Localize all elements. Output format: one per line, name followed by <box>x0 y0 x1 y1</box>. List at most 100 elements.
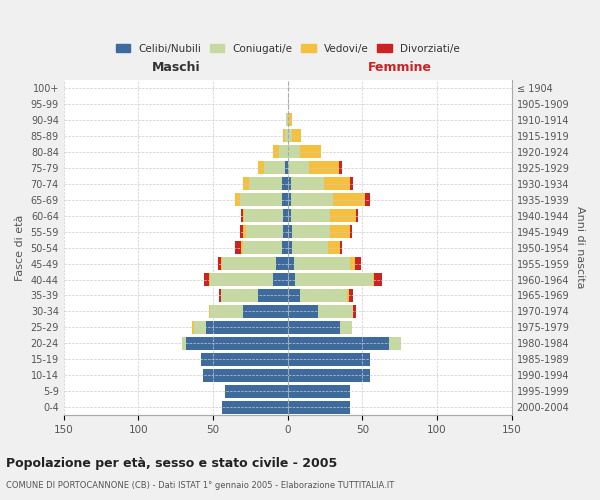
Bar <box>299 145 320 158</box>
Bar <box>350 257 355 270</box>
Bar <box>288 209 291 222</box>
Bar <box>240 193 282 206</box>
Bar <box>273 145 279 158</box>
Text: Popolazione per età, sesso e stato civile - 2005: Popolazione per età, sesso e stato civil… <box>6 458 337 470</box>
Legend: Celibi/Nubili, Coniugati/e, Vedovi/e, Divorziati/e: Celibi/Nubili, Coniugati/e, Vedovi/e, Di… <box>113 42 462 56</box>
Bar <box>225 385 288 398</box>
Bar <box>282 177 288 190</box>
Bar <box>340 321 352 334</box>
Bar <box>338 161 341 174</box>
Bar <box>374 273 382 286</box>
Bar <box>353 305 356 318</box>
Bar <box>288 129 292 142</box>
Bar <box>308 161 338 174</box>
Bar <box>288 241 292 254</box>
Bar <box>288 369 370 382</box>
Bar <box>241 241 243 254</box>
Bar <box>222 257 276 270</box>
Bar <box>222 400 288 414</box>
Bar <box>286 113 288 126</box>
Bar <box>340 241 341 254</box>
Bar <box>273 273 288 286</box>
Bar <box>246 225 283 238</box>
Bar <box>288 273 295 286</box>
Bar <box>291 177 323 190</box>
Bar <box>350 225 352 238</box>
Bar <box>249 177 282 190</box>
Bar <box>201 353 288 366</box>
Bar <box>283 209 288 222</box>
Bar <box>209 305 210 318</box>
Bar <box>243 177 249 190</box>
Y-axis label: Fasce di età: Fasce di età <box>15 214 25 280</box>
Text: Maschi: Maschi <box>151 62 200 74</box>
Bar <box>279 145 288 158</box>
Bar <box>288 353 370 366</box>
Bar <box>221 289 258 302</box>
Bar <box>356 209 358 222</box>
Bar <box>288 177 291 190</box>
Bar <box>203 369 288 382</box>
Bar <box>235 241 241 254</box>
Bar <box>209 273 210 286</box>
Bar <box>243 209 244 222</box>
Bar <box>288 305 317 318</box>
Bar <box>291 209 329 222</box>
Bar <box>365 193 370 206</box>
Bar <box>240 225 243 238</box>
Bar <box>328 241 340 254</box>
Bar <box>221 257 222 270</box>
Bar <box>291 193 332 206</box>
Bar <box>288 161 308 174</box>
Bar <box>244 209 283 222</box>
Text: Femmine: Femmine <box>368 62 432 74</box>
Bar <box>194 321 206 334</box>
Bar <box>389 337 401 350</box>
Bar <box>288 98 289 110</box>
Bar <box>258 161 264 174</box>
Bar <box>299 289 347 302</box>
Bar <box>295 273 373 286</box>
Bar <box>288 145 299 158</box>
Bar <box>323 177 350 190</box>
Bar <box>204 273 209 286</box>
Bar <box>288 257 294 270</box>
Bar <box>294 257 350 270</box>
Bar <box>288 321 340 334</box>
Bar <box>329 225 350 238</box>
Bar <box>282 241 288 254</box>
Bar <box>373 273 374 286</box>
Bar <box>288 225 292 238</box>
Bar <box>218 257 221 270</box>
Bar <box>285 161 288 174</box>
Bar <box>285 129 288 142</box>
Bar <box>288 385 350 398</box>
Bar <box>288 113 289 126</box>
Bar <box>317 305 353 318</box>
Bar <box>355 257 361 270</box>
Bar <box>349 289 353 302</box>
Bar <box>258 289 288 302</box>
Bar <box>288 337 389 350</box>
Bar <box>186 337 288 350</box>
Bar <box>283 225 288 238</box>
Bar <box>264 161 285 174</box>
Bar <box>288 193 291 206</box>
Bar <box>283 129 285 142</box>
Bar <box>347 289 349 302</box>
Bar <box>292 129 301 142</box>
Bar <box>350 177 353 190</box>
Bar <box>292 225 329 238</box>
Bar <box>206 321 288 334</box>
Bar <box>276 257 288 270</box>
Bar <box>243 305 288 318</box>
Bar <box>192 321 194 334</box>
Bar <box>289 113 292 126</box>
Bar <box>235 193 240 206</box>
Bar <box>243 241 282 254</box>
Bar <box>288 289 299 302</box>
Bar <box>241 209 243 222</box>
Bar <box>288 400 350 414</box>
Bar <box>332 193 365 206</box>
Bar <box>210 273 273 286</box>
